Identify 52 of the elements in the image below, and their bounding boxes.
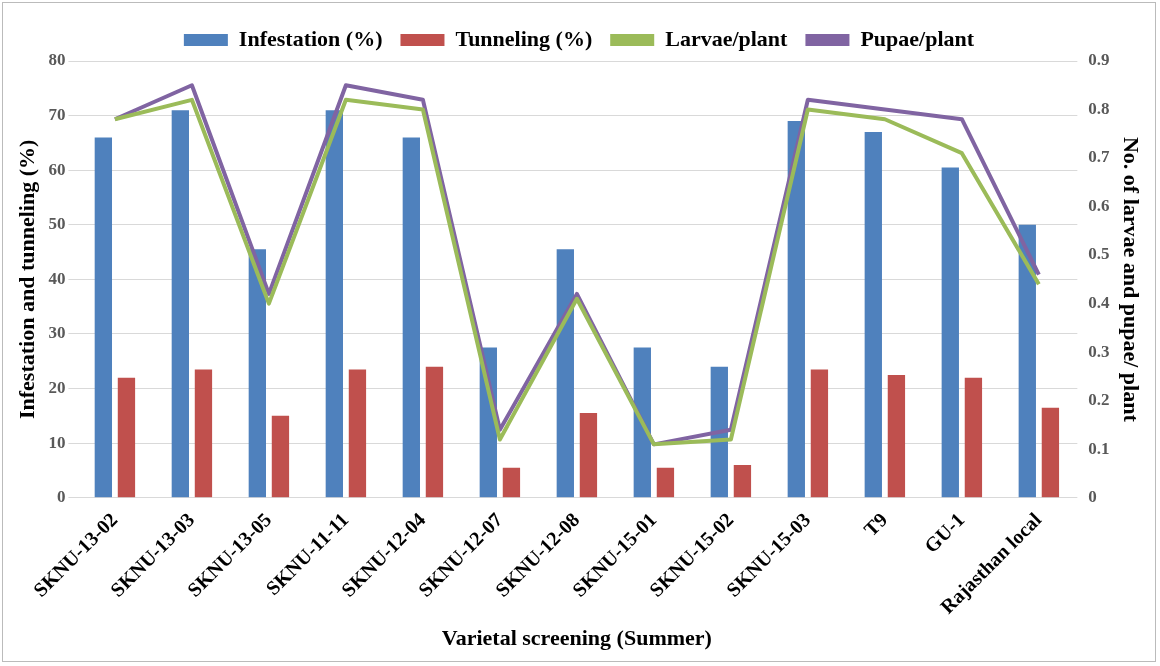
bar xyxy=(941,167,959,498)
bar xyxy=(171,110,190,498)
bar xyxy=(502,467,521,498)
y2-tick-label: 0 xyxy=(1088,487,1097,507)
bar xyxy=(787,121,805,498)
y2-tick-label: 0.3 xyxy=(1088,341,1110,361)
y2-tick-label: 0.7 xyxy=(1088,147,1111,167)
y-tick-label: 50 xyxy=(48,214,66,234)
bar xyxy=(556,249,574,498)
bar xyxy=(248,249,266,498)
bar xyxy=(864,131,882,498)
legend-label: Infestation (%) xyxy=(238,25,383,51)
bar xyxy=(810,369,829,498)
bar xyxy=(271,415,290,498)
bar xyxy=(1041,407,1060,498)
bar xyxy=(656,467,675,498)
y-tick-label: 0 xyxy=(56,487,66,507)
bar xyxy=(633,347,651,498)
legend-label: Pupae/plant xyxy=(860,25,975,51)
y-tick-label: 20 xyxy=(48,377,66,397)
y-tick-label: 40 xyxy=(48,268,66,288)
y2-tick-label: 0.6 xyxy=(1088,195,1110,215)
y-tick-label: 80 xyxy=(48,50,66,70)
y-tick-label: 60 xyxy=(48,159,66,179)
bar xyxy=(733,464,752,498)
bar xyxy=(117,377,136,498)
y2-tick-label: 0.1 xyxy=(1088,438,1110,458)
bar xyxy=(94,137,113,498)
bar xyxy=(425,366,444,498)
bar xyxy=(348,369,367,498)
bar xyxy=(887,374,906,498)
legend-label: Tunneling (%) xyxy=(455,25,593,51)
y2-tick-label: 0.2 xyxy=(1088,390,1110,410)
y2-tick-label: 0.9 xyxy=(1088,50,1110,70)
legend-label: Larvae/plant xyxy=(665,25,789,51)
y-axis-title: Infestation and tunneling (%) xyxy=(13,139,39,420)
bar xyxy=(710,366,728,498)
y2-tick-label: 0.4 xyxy=(1088,293,1111,313)
bar xyxy=(1018,224,1036,498)
x-tick-label: T9 xyxy=(859,508,892,541)
y-tick-label: 10 xyxy=(48,432,66,452)
bar xyxy=(579,413,598,498)
y2-axis-title: No. of larvae and pupae/ plant xyxy=(1119,136,1145,423)
y2-tick-label: 0.5 xyxy=(1088,244,1110,264)
y-tick-label: 70 xyxy=(48,104,66,124)
x-axis-title: Varietal screening (Summer) xyxy=(441,625,712,651)
bar xyxy=(402,137,420,498)
bar xyxy=(325,110,343,498)
y2-tick-label: 0.8 xyxy=(1088,98,1110,118)
bar xyxy=(964,377,983,498)
bar xyxy=(194,369,213,498)
y-tick-label: 30 xyxy=(48,323,66,343)
